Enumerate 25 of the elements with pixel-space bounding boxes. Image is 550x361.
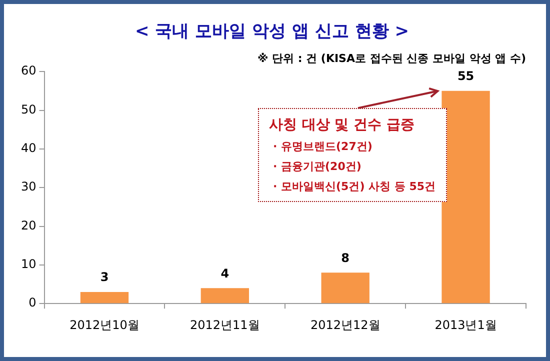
data-label: 8 [341,250,350,265]
y-tick-label: 20 [20,218,36,232]
y-tick-label: 40 [20,141,36,156]
y-tick-label: 0 [28,296,36,310]
data-label: 55 [457,69,474,84]
x-tick-label: 2012년10월 [70,318,140,332]
bar [200,288,250,304]
x-tick-label: 2012년11월 [190,318,260,332]
y-tick-label: 30 [20,180,36,194]
annotation: 사칭 대상 및 건수 급증 [269,116,416,135]
y-tick-label: 60 [20,64,36,78]
bar [80,292,129,304]
bar [321,272,370,304]
chart-subtitle: ※ 단위 : 건 (KISA로 접수된 신종 모바일 악성 앱 수) [258,52,526,65]
y-tick-label: 50 [20,102,36,116]
x-tick-label: 2013년1월 [434,318,497,332]
chart-title: < 국내 모바일 악성 앱 신고 현황 > [135,22,409,42]
data-label: 3 [100,270,109,284]
annotation: · 유명브랜드(27건) [272,139,374,155]
annotation: · 모바일백신(5건) 사칭 등 55건 [272,179,436,195]
data-label: 4 [220,266,230,280]
bar [442,90,490,304]
y-tick-label: 10 [20,257,36,272]
annotation: · 금융기관(20건) [272,159,362,175]
x-tick-label: 2012년12월 [310,318,380,332]
